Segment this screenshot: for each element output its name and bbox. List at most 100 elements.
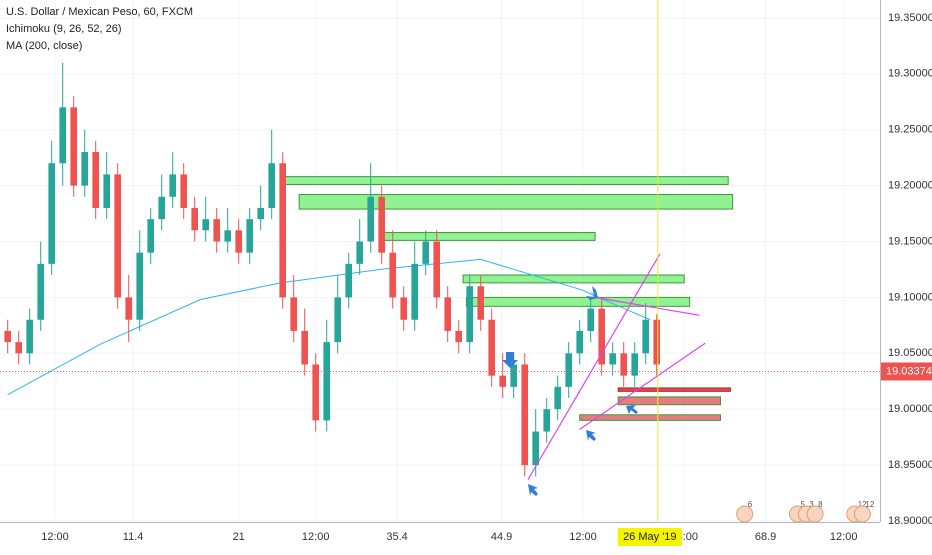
candle-body: [631, 353, 638, 376]
ma-line: [7, 258, 651, 396]
y-tick-label: 19.10000: [888, 291, 932, 303]
candle-body: [301, 330, 308, 365]
y-tick-label: 19.00000: [888, 403, 932, 415]
candle-body: [136, 252, 143, 320]
arrow-annotations: [502, 286, 638, 496]
candle-body: [389, 252, 396, 298]
candle-body: [334, 297, 341, 343]
candle-body: [576, 330, 583, 354]
y-tick-label: 19.20000: [888, 179, 932, 191]
candle-body: [587, 308, 594, 331]
candle-body: [488, 319, 495, 376]
candle-body: [554, 386, 561, 410]
arrow: [502, 352, 518, 368]
candle-body: [169, 174, 176, 197]
candle-body: [312, 364, 319, 421]
x-tick-label: 12:00: [41, 531, 69, 543]
candle-body: [4, 330, 11, 343]
trendline: [594, 296, 700, 316]
trendline: [527, 253, 661, 480]
candle-body: [510, 364, 517, 387]
candle-body: [356, 241, 363, 264]
candle-body: [213, 219, 220, 242]
candle-body: [257, 207, 264, 220]
candle-body: [180, 174, 187, 208]
x-tick-label: 12:00: [569, 531, 597, 543]
candle-body: [400, 297, 407, 320]
indicator-label: Ichimoku (9, 26, 52, 26): [6, 23, 122, 35]
candle-body: [521, 364, 528, 466]
zone: [465, 296, 691, 307]
candle-body: [499, 375, 506, 387]
zone: [579, 414, 722, 421]
candle-body: [422, 241, 429, 264]
candle-body: [224, 230, 231, 242]
zone: [298, 194, 734, 210]
candle-body: [411, 263, 418, 320]
candle-body: [345, 263, 352, 298]
candle-body: [202, 219, 209, 231]
zone: [283, 176, 729, 185]
candle-body: [598, 308, 605, 365]
y-tick-label: 19.30000: [888, 68, 932, 80]
zone: [617, 387, 731, 392]
candle-body: [620, 353, 627, 376]
y-tick-label: 19.35000: [888, 12, 932, 24]
arrow: [626, 405, 638, 414]
candle-body: [378, 196, 385, 253]
candle-body: [532, 431, 539, 466]
event-label: 5: [801, 500, 806, 509]
candle-body: [477, 286, 484, 320]
event-label: 8: [818, 500, 823, 509]
x-tick-label: 68.9: [755, 531, 776, 543]
candle-body: [26, 319, 33, 354]
arrow: [528, 484, 538, 496]
candle-body: [323, 342, 330, 421]
chart-title: U.S. Dollar / Mexican Peso, 60, FXCM: [6, 6, 193, 18]
x-tick-label: 21: [233, 531, 245, 543]
candle-body: [455, 330, 462, 343]
zone: [462, 274, 685, 284]
candle-body: [466, 286, 473, 343]
crosshair-label: 26 May '19: [623, 531, 676, 543]
event-label: 6: [748, 500, 753, 509]
arrow: [586, 430, 596, 441]
x-tick-label: 44.9: [491, 531, 512, 543]
candle-body: [235, 230, 242, 253]
candle-body: [15, 342, 22, 354]
y-tick-label: 19.25000: [888, 124, 932, 136]
crosshair-badge: [617, 528, 682, 546]
candle-body: [543, 409, 550, 432]
candle-body: [268, 163, 275, 208]
event-label: 12: [858, 500, 867, 509]
candle-body: [433, 241, 440, 298]
candle-body: [191, 207, 198, 231]
candle-body: [246, 219, 253, 253]
y-tick-label: 18.95000: [888, 459, 932, 471]
candle-body: [367, 196, 374, 242]
event-label: 3: [809, 500, 814, 509]
y-tick-label: 18.90000: [888, 515, 932, 527]
candle-body: [444, 297, 451, 331]
candle-body: [158, 196, 165, 220]
candle-body: [103, 174, 110, 208]
last-price-label: 19.03374: [886, 365, 932, 377]
x-tick-label: 11.4: [123, 531, 144, 543]
y-tick-label: 19.15000: [888, 235, 932, 247]
candle-body: [279, 163, 286, 298]
candle-body: [92, 152, 99, 208]
candle-body: [147, 219, 154, 253]
zone: [379, 232, 596, 241]
candle-body: [642, 319, 649, 354]
arrow: [586, 286, 598, 300]
candle-body: [70, 107, 77, 186]
candle-body: [81, 152, 88, 186]
last-price-badge: [881, 362, 932, 381]
candle-body: [609, 353, 616, 365]
legend-entry: MA (200, close): [6, 40, 82, 52]
y-tick-label: 19.05000: [888, 347, 932, 359]
candle-body: [48, 163, 55, 264]
candle-body: [114, 174, 121, 298]
